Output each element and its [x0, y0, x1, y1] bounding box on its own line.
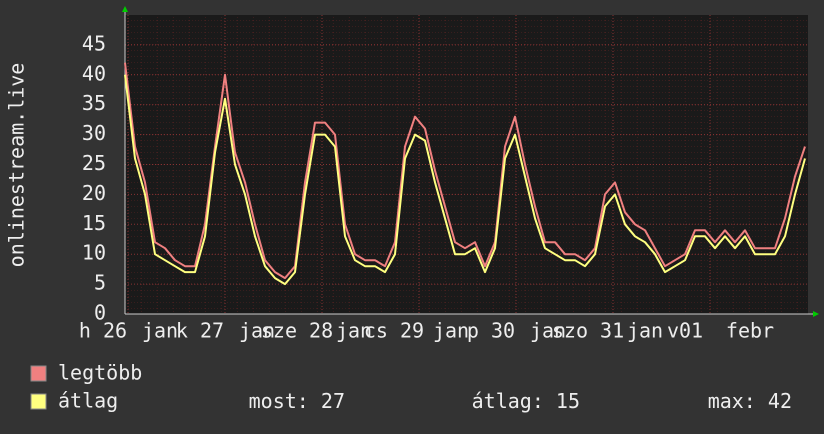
y-tick-label: 15: [82, 211, 106, 235]
y-tick-label: 20: [82, 181, 106, 205]
stat-label: most:: [249, 389, 309, 413]
stat-value: 15: [556, 389, 580, 413]
y-tick-label: 35: [82, 91, 106, 115]
stat: átlag: 15: [472, 389, 580, 413]
y-tick-label: 25: [82, 151, 106, 175]
x-day-label: v01: [667, 319, 703, 343]
stat: most: 27: [249, 389, 345, 413]
x-month-label: jan: [142, 319, 178, 343]
y-tick-label: 10: [82, 241, 106, 265]
legend-swatch: [30, 365, 47, 382]
x-month-label: jan: [239, 319, 275, 343]
legend-swatch: [30, 393, 47, 410]
x-month-label: jan: [530, 319, 566, 343]
legend-label: legtöbb: [58, 361, 142, 385]
x-day-label: cs 29: [364, 319, 424, 343]
x-day-label: h 26: [79, 319, 127, 343]
stat-label: átlag:: [472, 389, 544, 413]
x-month-label: jan: [627, 319, 663, 343]
x-day-label: sze 28: [261, 319, 333, 343]
layer: [125, 15, 808, 315]
x-month-label: febr: [726, 319, 774, 343]
x-month-label: jan: [336, 319, 372, 343]
y-tick-label: 0: [94, 301, 106, 325]
y-tick-label: 30: [82, 121, 106, 145]
x-day-label: szo 31: [552, 319, 624, 343]
stat-value: 27: [321, 389, 345, 413]
stat: max: 42: [708, 389, 792, 413]
y-tick-label: 5: [94, 271, 106, 295]
y-axis-label: onlinestream.live: [5, 63, 29, 268]
legend-label: átlag: [58, 389, 118, 413]
x-day-label: p 30: [467, 319, 515, 343]
x-arrow: [813, 311, 819, 317]
x-month-label: jan: [433, 319, 469, 343]
stat-label: max:: [708, 389, 756, 413]
stat-value: 42: [768, 389, 792, 413]
series-line: [124, 74, 806, 286]
y-tick-label: 40: [82, 61, 106, 85]
series-line: [124, 62, 806, 280]
x-day-label: k 27: [176, 319, 224, 343]
y-arrow: [122, 6, 128, 12]
y-tick-label: 45: [82, 31, 106, 55]
